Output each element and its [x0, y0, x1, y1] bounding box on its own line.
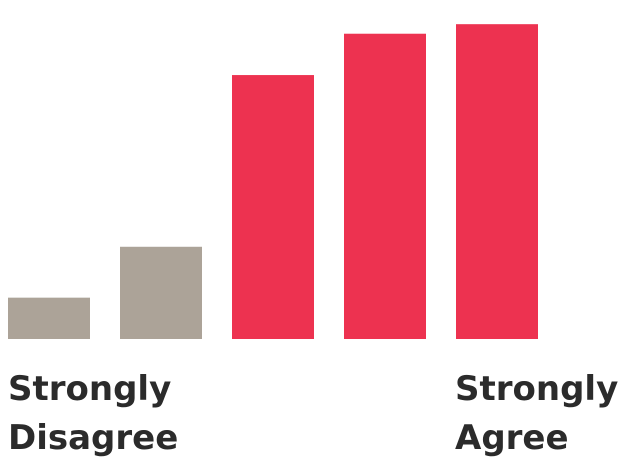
- bar-4: [344, 33, 426, 339]
- scale-label-high-line-1: Strongly: [455, 369, 619, 409]
- bar-3: [232, 75, 314, 339]
- scale-label-low-line-2: Disagree: [8, 418, 179, 458]
- bar-1: [8, 297, 90, 339]
- scale-label-low-line-1: Strongly: [8, 369, 172, 409]
- scale-label-high: Strongly Agree: [455, 365, 618, 463]
- scale-label-low: Strongly Disagree: [8, 365, 178, 463]
- scale-label-high-line-2: Agree: [455, 418, 569, 458]
- bar-5: [456, 24, 538, 340]
- bar-2: [120, 246, 202, 339]
